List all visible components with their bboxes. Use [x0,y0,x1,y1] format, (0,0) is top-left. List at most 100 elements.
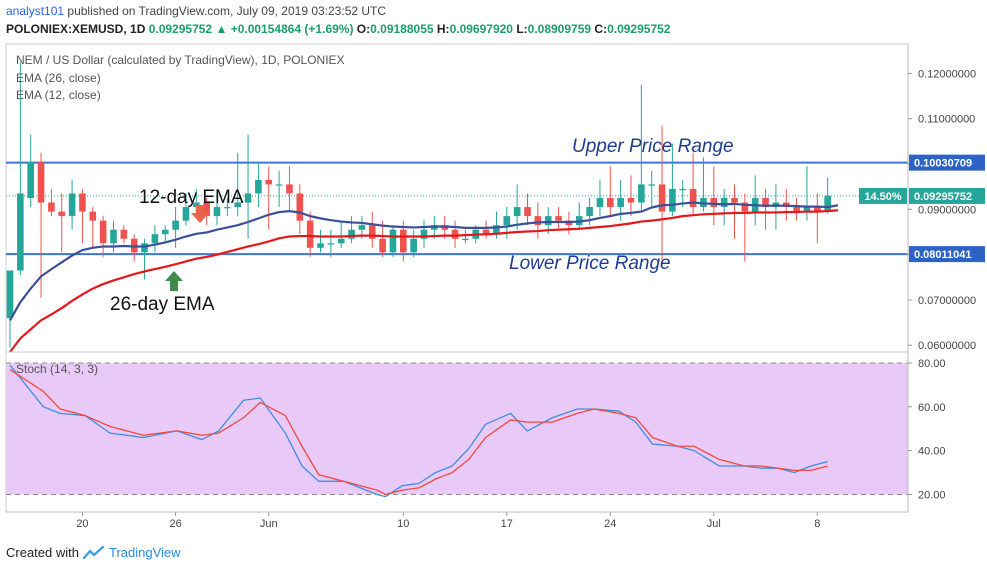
candle-body [627,198,635,203]
axes: 20 26 Jun 10 17 24 Jul 8 0.06000000 0.07000000 0.0… [6,44,985,530]
candle-body [161,229,169,235]
level-price-label: 0.08011041 [914,249,972,261]
candle [317,229,324,253]
candle-body [731,198,738,203]
lower-range-annotation: Lower Price Range [509,253,671,274]
candle [337,220,345,248]
candle [410,229,417,257]
candle [555,207,562,230]
candle-body [89,211,97,221]
symbol-name: POLONIEX:XEMUSD, 1D [6,22,146,36]
candle-body [6,270,14,319]
candle [48,188,55,217]
candle [234,152,241,217]
low-value: 0.08909759 [527,22,592,36]
open-label: O: [356,22,371,36]
ema26-line [9,209,839,353]
created-with-text: Created with [6,545,79,560]
candle-body [513,207,521,217]
last-price-label: 0.09295752 [914,191,972,203]
candle [203,198,210,226]
ema12-line [9,201,839,321]
level-price-tag [909,154,985,171]
candle-body [48,202,55,212]
footer: Created with TradingView [6,545,181,560]
candle [89,207,97,248]
candle-body [814,207,821,212]
x-tick-label: Jun [260,518,278,530]
candle [17,62,24,275]
candle [275,170,283,208]
candle-body [638,184,645,203]
candle [37,152,45,298]
last-price-pct-tag [859,187,907,204]
candle-body [689,188,697,208]
low-label: L: [516,22,528,36]
candle-body [410,238,417,253]
candle-body [720,198,728,208]
upper-range-annotation: Upper Price Range [572,136,734,157]
y-tick-label: 0.07000000 [918,295,976,307]
candle-body [493,225,500,235]
y-tick-label: 0.09000000 [918,204,976,216]
candle-body [182,207,190,221]
stoch-y-tick-label: 40.00 [918,446,946,458]
x-tick-label: 26 [169,518,181,530]
candle-body [99,220,107,244]
tradingview-brand[interactable]: TradingView [108,545,181,560]
x-tick-label: 17 [501,518,513,530]
ema12-annotation: 12-day EMA [139,187,244,208]
x-tick-label: 8 [814,518,820,530]
candle [793,198,800,221]
high-value: 0.09697920 [449,22,513,36]
y-tick-label: 0.12000000 [918,68,976,80]
candle [720,188,728,226]
tradingview-logo-icon [82,545,105,559]
candle-body [37,161,45,203]
candle [451,220,459,248]
publish-text: published on TradingView.com, July 09, 2… [67,4,387,18]
candle-body [607,198,614,208]
publish-info: analyst101 published on TradingView.com,… [6,4,386,18]
x-tick-label: 24 [604,518,616,530]
candle-body [141,243,148,253]
candle-body [317,243,324,248]
candle [182,193,190,226]
candle [6,270,14,348]
candle-body [368,225,376,239]
candle-body [120,229,128,239]
candle-body [793,207,800,212]
close-label: C: [594,22,608,36]
candle [213,188,221,226]
stoch-y-tick-label: 80.00 [918,358,946,370]
candle-body [762,198,769,208]
legend-ema12[interactable]: EMA (12, close) [16,88,101,102]
author-link[interactable]: analyst101 [6,4,65,18]
candle-body [358,225,366,230]
stoch-y-tick-label: 60.00 [918,402,946,414]
stoch-d-line [9,368,828,496]
legend-stoch[interactable]: Stoch (14, 3, 3) [16,362,99,376]
open-value: 0.09188055 [370,22,434,36]
candle-body [327,243,335,245]
candle [58,193,66,253]
candle-body [68,193,76,217]
candle [79,188,86,244]
up-arrow-icon [165,271,183,291]
candle-body [617,198,624,208]
candle-body [265,179,273,185]
symbol-summary: POLONIEX:XEMUSD, 1D 0.09295752 ▲ +0.0015… [6,22,670,36]
candle-body [348,229,355,239]
candle-body [151,234,159,244]
up-arrow-icon: ▲ [215,22,228,36]
level-price-label: 0.10030709 [914,158,972,170]
candle-body [224,207,231,209]
candle-body [482,229,490,235]
candle [161,225,169,244]
candle-body [255,179,262,194]
candle-body [337,238,345,244]
candle-body [741,202,749,212]
candle-body [17,193,24,271]
legend-ema26[interactable]: EMA (26, close) [16,71,101,85]
